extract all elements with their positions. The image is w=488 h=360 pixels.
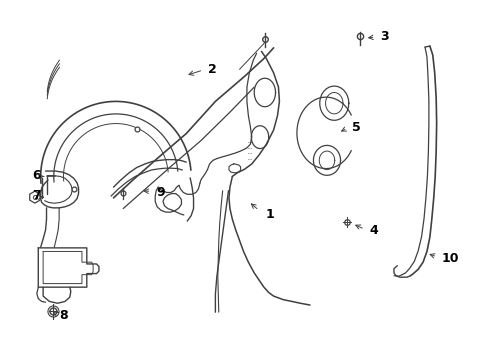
Text: 1: 1 (265, 208, 274, 221)
Text: 6: 6 (32, 169, 41, 182)
Text: 4: 4 (369, 224, 378, 237)
Text: 5: 5 (351, 121, 360, 134)
Text: 2: 2 (208, 63, 216, 76)
Text: 7: 7 (32, 189, 41, 202)
Text: 9: 9 (156, 186, 164, 199)
Text: 10: 10 (441, 252, 459, 265)
Text: 3: 3 (380, 30, 388, 43)
Text: 8: 8 (59, 309, 68, 321)
